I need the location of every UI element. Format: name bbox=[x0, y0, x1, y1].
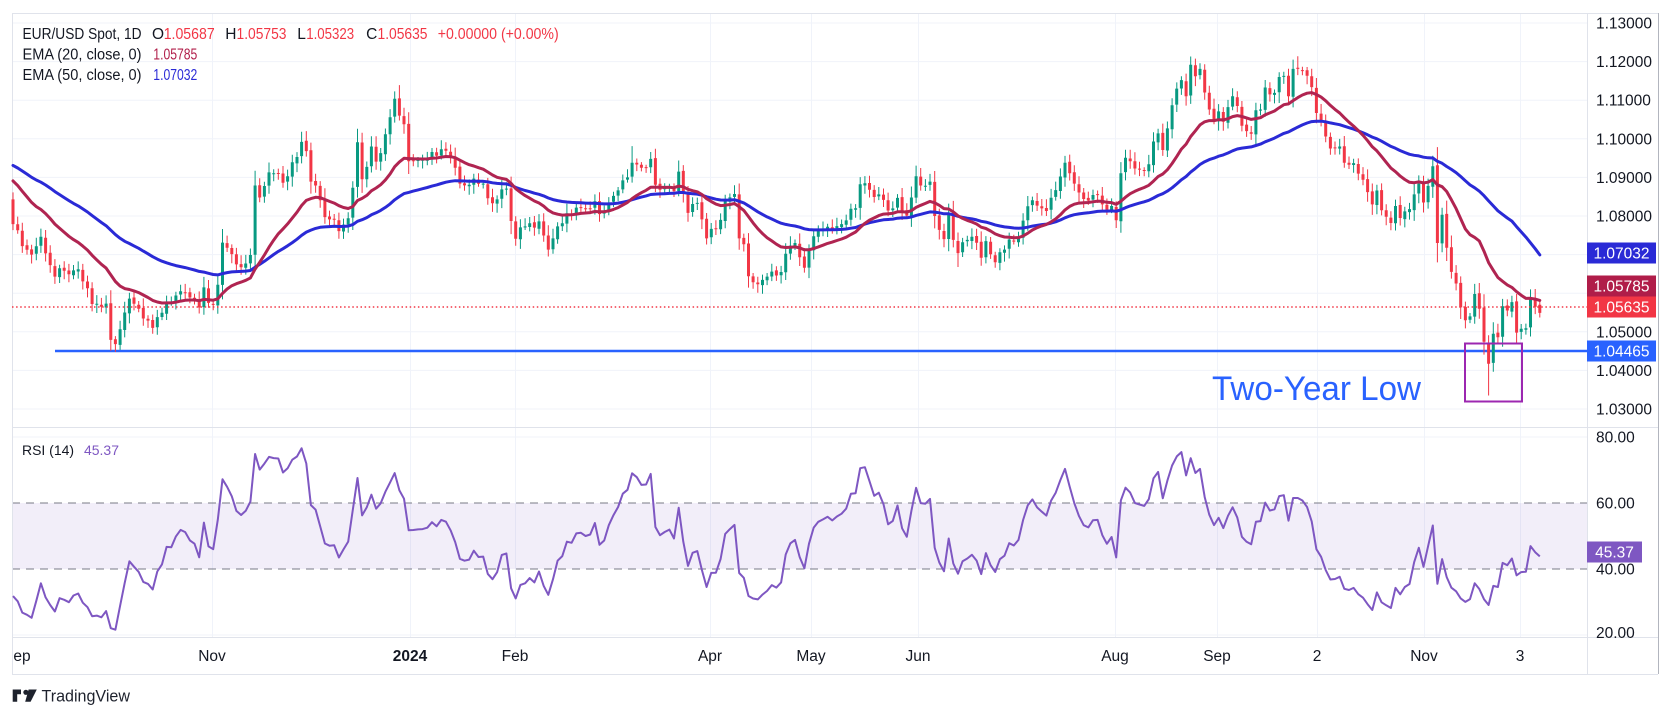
svg-text:1.05753: 1.05753 bbox=[237, 26, 287, 43]
svg-text:Sep: Sep bbox=[1203, 648, 1231, 665]
svg-text:O: O bbox=[152, 26, 164, 43]
svg-text:45.37: 45.37 bbox=[1595, 545, 1634, 562]
svg-text:Feb: Feb bbox=[502, 648, 529, 665]
svg-text:1.05000: 1.05000 bbox=[1596, 324, 1652, 341]
svg-text:Nov: Nov bbox=[1410, 648, 1438, 665]
svg-text:1.09000: 1.09000 bbox=[1596, 170, 1652, 187]
svg-text:1.05323: 1.05323 bbox=[306, 26, 354, 43]
svg-text:Aug: Aug bbox=[1101, 648, 1129, 665]
svg-text:Nov: Nov bbox=[198, 648, 226, 665]
svg-text:1.11000: 1.11000 bbox=[1596, 93, 1651, 110]
svg-text:20.00: 20.00 bbox=[1596, 625, 1635, 642]
svg-text:RSI (14): RSI (14) bbox=[22, 442, 74, 458]
svg-text:L: L bbox=[297, 26, 306, 43]
svg-text:Apr: Apr bbox=[698, 648, 722, 665]
svg-text:Jun: Jun bbox=[906, 648, 931, 665]
svg-text:40.00: 40.00 bbox=[1596, 562, 1635, 579]
svg-text:Two-Year Low: Two-Year Low bbox=[1212, 370, 1421, 408]
svg-text:1.03000: 1.03000 bbox=[1596, 402, 1652, 419]
svg-text:60.00: 60.00 bbox=[1596, 496, 1635, 513]
svg-text:2: 2 bbox=[1313, 648, 1322, 665]
svg-text:1.05635: 1.05635 bbox=[378, 26, 428, 43]
svg-text:1.13000: 1.13000 bbox=[1596, 16, 1652, 33]
svg-text:+0.00000 (+0.00%): +0.00000 (+0.00%) bbox=[438, 26, 559, 43]
svg-text:EMA (20, close, 0): EMA (20, close, 0) bbox=[23, 47, 142, 64]
svg-text:3: 3 bbox=[1516, 648, 1525, 665]
svg-text:1.04000: 1.04000 bbox=[1596, 363, 1652, 380]
svg-text:2024: 2024 bbox=[393, 648, 428, 665]
svg-text:TradingView: TradingView bbox=[42, 688, 131, 706]
svg-text:May: May bbox=[796, 648, 826, 665]
svg-text:1.07032: 1.07032 bbox=[1593, 246, 1649, 263]
svg-text:1.12000: 1.12000 bbox=[1596, 54, 1652, 71]
svg-text:ep: ep bbox=[13, 648, 30, 665]
svg-text:1.05687: 1.05687 bbox=[164, 26, 215, 43]
svg-text:1.05785: 1.05785 bbox=[153, 47, 197, 64]
svg-text:1.05635: 1.05635 bbox=[1593, 300, 1649, 317]
svg-text:1.05785: 1.05785 bbox=[1593, 279, 1649, 296]
svg-text:1.10000: 1.10000 bbox=[1596, 131, 1652, 148]
svg-text:1.08000: 1.08000 bbox=[1596, 209, 1652, 226]
svg-text:45.37: 45.37 bbox=[84, 442, 119, 458]
svg-text:80.00: 80.00 bbox=[1596, 430, 1635, 447]
svg-text:EMA (50, close, 0): EMA (50, close, 0) bbox=[23, 67, 142, 84]
svg-text:H: H bbox=[225, 26, 236, 43]
svg-text:C: C bbox=[366, 26, 377, 43]
svg-text:1.07032: 1.07032 bbox=[153, 67, 197, 84]
svg-text:1.04465: 1.04465 bbox=[1593, 344, 1649, 361]
svg-text:EUR/USD Spot, 1D: EUR/USD Spot, 1D bbox=[23, 26, 142, 43]
